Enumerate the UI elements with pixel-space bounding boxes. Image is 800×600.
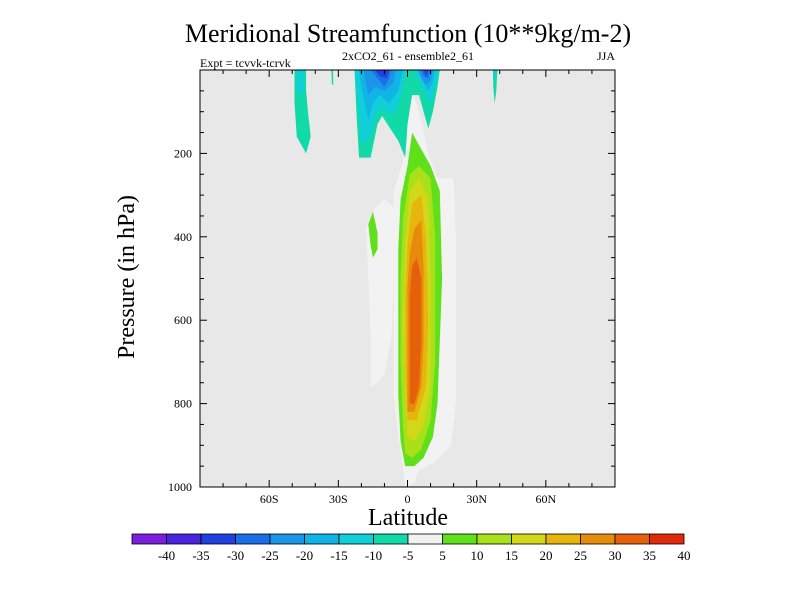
y-tick-label: 400 [174,230,192,244]
colorbar-label: -10 [365,548,382,563]
x-tick-label: 30N [466,492,487,506]
colorbar: -40 -35 -30 -25 -20 -15 -10 -5 5 10 15 20 25 30 35 40 [131,533,691,563]
secondary-positive-cell-level-10 [368,211,378,258]
colorbar-label: 5 [439,548,446,563]
upper-negative-center-right-level-m40 [424,70,428,74]
colorbar-label: 30 [609,548,622,563]
subtitle-center: 2xCO2_61 - ensemble2_61 [342,49,474,63]
colorbar-label: -40 [158,548,175,563]
colorbar-swatch [580,533,616,545]
axis-ticks: 60S 30S 0 30N 60N 200 400 600 800 1000 [168,70,615,506]
colorbar-label: 20 [540,548,553,563]
colorbar-swatch [338,533,374,545]
colorbar-swatch [304,533,340,545]
colorbar-label: -5 [403,548,414,563]
colorbar-swatch [476,533,512,545]
colorbar-swatch [407,533,443,545]
x-tick-label: 30S [329,492,348,506]
colorbar-swatch [649,533,685,545]
y-tick-label: 1000 [168,480,192,494]
x-tick-label: 60S [260,492,279,506]
upper-negative-right-level-m10 [493,70,497,81]
colorbar-label: 40 [678,548,691,563]
upper-negative-center-level-m30 [375,70,390,79]
colorbar-swatch [269,533,305,545]
subtitle-right: JJA [597,49,615,63]
colorbar-label: 15 [505,548,518,563]
y-axis-label: Pressure (in hPa) [114,195,140,359]
upper-negative-right-level-m5 [492,70,498,104]
colorbar-swatch [442,533,478,545]
colorbar-swatch [235,533,271,545]
colorbar-swatch [511,533,547,545]
contour-regions [294,70,498,487]
colorbar-swatch [131,533,167,545]
upper-negative-left-level-m10 [296,70,304,95]
colorbar-swatch [200,533,236,545]
upper-negative-small-level-m5 [331,70,334,85]
chart-title: Meridional Streamfunction (10**9kg/m-2) [185,19,631,48]
y-tick-label: 200 [174,146,192,160]
x-axis-label: Latitude [368,505,448,531]
colorbar-label: 35 [643,548,656,563]
y-tick-label: 800 [174,397,192,411]
main-positive-cell-level-35 [409,257,422,404]
colorbar-label: -30 [227,548,244,563]
colorbar-swatch [545,533,581,545]
x-tick-label: 60N [535,492,556,506]
subtitle-left: Expt = tcvvk-tcrvk [200,56,291,70]
x-tick-label: 0 [405,492,411,506]
y-tick-label: 600 [174,313,192,327]
colorbar-label: -15 [330,548,347,563]
colorbar-label: 10 [471,548,484,563]
colorbar-label: 25 [574,548,587,563]
colorbar-label: -20 [296,548,313,563]
colorbar-label: -25 [261,548,278,563]
colorbar-swatch [614,533,650,545]
colorbar-label: -35 [192,548,209,563]
colorbar-swatch [373,533,409,545]
colorbar-swatch [166,533,202,545]
